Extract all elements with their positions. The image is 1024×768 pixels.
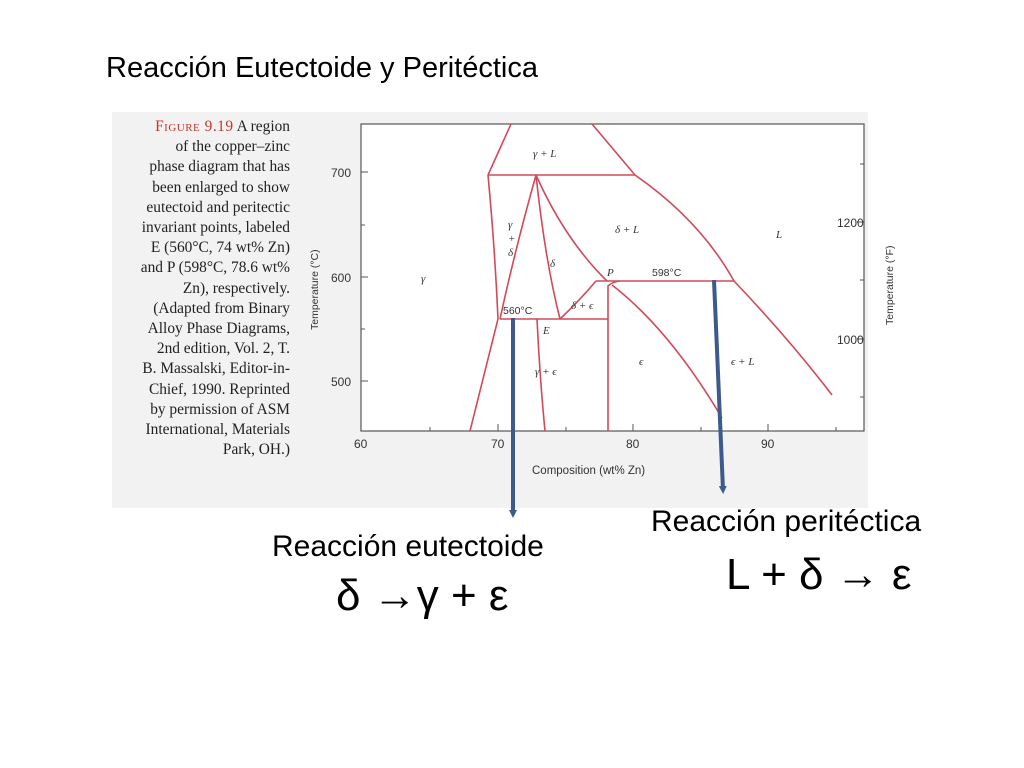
caption-line: phase diagram that has: [149, 158, 290, 176]
y-axis-title-left: Temperature (°C): [309, 249, 321, 330]
delta-epsilon-right: [559, 280, 597, 320]
gamma-epsilon-boundary: [536, 318, 546, 432]
point-label-E: E: [542, 325, 550, 337]
right-axis-ticks: [857, 163, 864, 398]
point-label-P: P: [606, 267, 614, 279]
y-axis-title-right: Temperature (°F): [884, 246, 896, 325]
figure-caption: Figure 9.19 A region of the copper–zinc …: [112, 117, 290, 460]
y-tick-label-left: 700: [331, 166, 351, 180]
phase-label-delta: δ: [550, 258, 556, 270]
phase-label-gamma-delta: δ: [508, 247, 514, 259]
caption-line: Alloy Phase Diagrams,: [147, 320, 290, 338]
caption-line: International, Materials: [145, 421, 290, 439]
eutectoid-equation: δ →γ + ε: [336, 571, 509, 620]
gamma-delta-boundary: [499, 174, 537, 320]
y-tick-label-left: 600: [331, 271, 351, 285]
gamma-solvus: [469, 174, 499, 432]
caption-line: invariant points, labeled: [141, 219, 290, 237]
phase-label-gamma: γ: [421, 273, 426, 285]
delta-epsilon-left-vertical: [607, 280, 621, 319]
caption-line: A region: [236, 118, 290, 135]
y-tick-label-left: 500: [331, 375, 351, 389]
phase-label-gamma-L: γ + L: [533, 148, 556, 160]
x-axis-title: Composition (wt% Zn): [532, 465, 645, 477]
epsilon-solidus: [611, 284, 723, 419]
caption-line: of the copper–zinc: [175, 138, 290, 156]
figure-label: Figure 9.19: [155, 118, 234, 135]
caption-line: eutectoid and peritectic: [146, 198, 290, 216]
phase-label-gamma-delta: +: [508, 233, 515, 245]
caption-line: E (560°C, 74 wt% Zn): [150, 239, 290, 257]
x-tick-label: 90: [761, 437, 775, 451]
caption-line: Chief, 1990. Reprinted: [148, 380, 290, 398]
peritectic-arrow: [712, 279, 727, 494]
temperature-label-598: 598°C: [652, 267, 682, 279]
phase-label-epsilon-L: ϵ + L: [731, 356, 754, 368]
phase-label-delta-L: δ + L: [615, 224, 639, 236]
left-axis-ticks: [361, 171, 368, 382]
delta-liquidus: [591, 123, 636, 176]
caption-line: B. Massalski, Editor-in-: [142, 360, 290, 378]
caption-line: 2nd edition, Vol. 2, T.: [156, 340, 290, 358]
eutectoid-title: Reacción eutectoide: [272, 530, 544, 563]
caption-line: (Adapted from Binary: [153, 299, 290, 317]
phase-label-gamma-delta: γ: [508, 219, 513, 231]
caption-line: been enlarged to show: [152, 178, 290, 196]
caption-line: by permission of ASM: [150, 400, 290, 418]
phase-label-gamma-epsilon: γ + ϵ: [535, 366, 557, 378]
phase-boundaries: [469, 123, 833, 432]
x-tick-label: 80: [626, 437, 640, 451]
bottom-axis-ticks: [360, 424, 837, 431]
delta-left-boundary: [535, 174, 561, 320]
caption-line: and P (598°C, 78.6 wt%: [140, 259, 290, 277]
y-tick-label-right: 1200: [837, 216, 864, 230]
caption-line: Park, OH.): [222, 441, 290, 459]
x-tick-label: 70: [491, 437, 505, 451]
phase-label-L: L: [775, 229, 782, 241]
slide-title: Reacción Eutectoide y Peritéctica: [106, 52, 538, 84]
gamma-liquidus: [487, 123, 512, 176]
caption-line: Zn), respectively.: [182, 279, 290, 297]
peritectic-title: Reacción peritéctica: [651, 505, 922, 538]
phase-label-epsilon: ϵ: [639, 356, 644, 368]
phase-label-delta-epsilon: δ + ϵ: [571, 300, 594, 312]
x-tick-label: 60: [354, 437, 368, 451]
y-tick-label-right: 1000: [837, 333, 864, 347]
delta-right-boundary: [535, 174, 608, 282]
peritectic-equation: L + δ → ε: [726, 550, 912, 599]
temperature-label-560: 560°C: [503, 305, 533, 317]
